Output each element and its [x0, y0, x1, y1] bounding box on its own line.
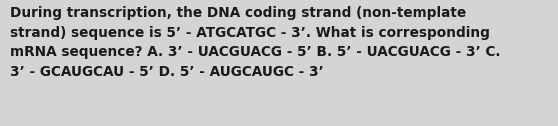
Text: During transcription, the DNA coding strand (non-template
strand) sequence is 5’: During transcription, the DNA coding str…: [10, 6, 501, 79]
